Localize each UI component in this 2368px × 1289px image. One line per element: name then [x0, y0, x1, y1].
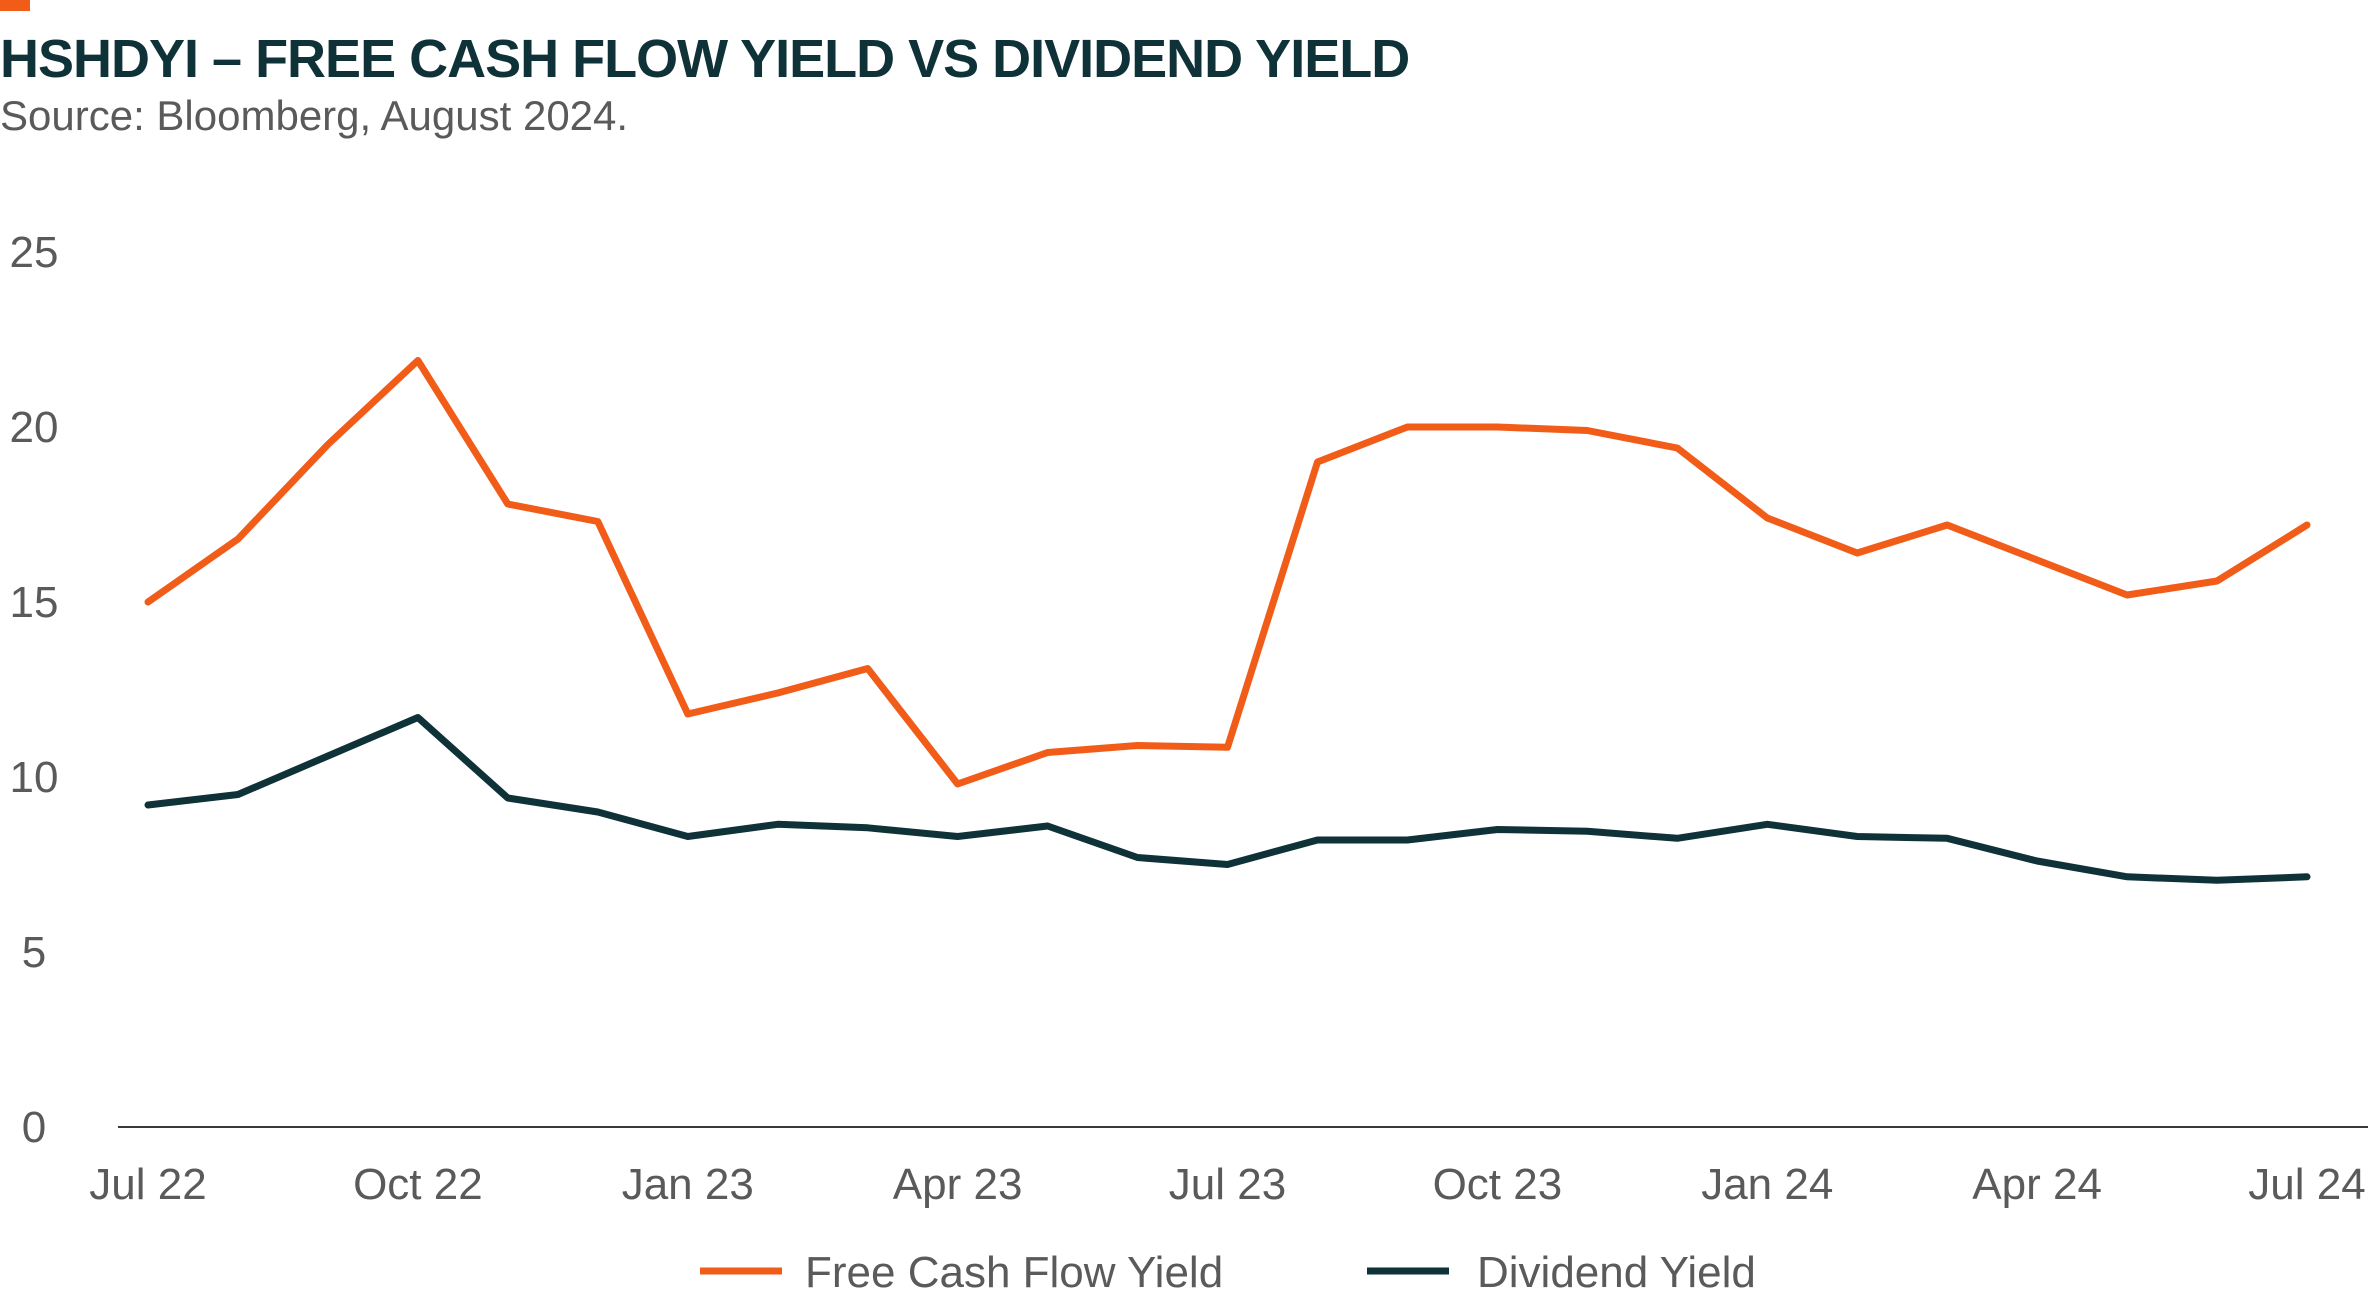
x-tick-label: Oct 22: [353, 1160, 483, 1209]
y-tick-label: 25: [10, 228, 59, 277]
dividend-yield-line: [144, 714, 2311, 884]
x-tick-label: Jul 23: [1169, 1160, 1286, 1209]
legend-item-fcf-yield: Free Cash Flow Yield: [700, 1248, 1223, 1289]
chart-title: HSHDYI – FREE CASH FLOW YIELD VS DIVIDEN…: [0, 29, 1410, 89]
chart-source: Source: Bloomberg, August 2024.: [0, 92, 629, 139]
fcf-yield-line: [144, 357, 2311, 788]
y-tick-label: 10: [10, 753, 59, 802]
x-tick-label: Jul 24: [2248, 1160, 2365, 1209]
series-lines: [144, 357, 2311, 884]
legend-label: Free Cash Flow Yield: [805, 1248, 1223, 1289]
y-tick-label: 20: [10, 403, 59, 452]
x-tick-label: Jul 22: [89, 1160, 206, 1209]
legend-item-dividend-yield: Dividend Yield: [1367, 1248, 1756, 1289]
x-tick-label: Jan 23: [622, 1160, 754, 1209]
x-tick-label: Jan 24: [1701, 1160, 1833, 1209]
x-axis: Jul 22 Oct 22 Jan 23 Apr 23 Jul 23 Oct 23 Jan …: [89, 1160, 2365, 1209]
x-tick-label: Apr 24: [1972, 1160, 2102, 1209]
legend-label: Dividend Yield: [1477, 1248, 1756, 1289]
legend: Free Cash Flow Yield Dividend Yield: [700, 1248, 1756, 1289]
accent-bar: [0, 0, 30, 11]
y-tick-label: 5: [22, 928, 46, 977]
y-axis: 0 5 10 15 20 25: [10, 228, 59, 1152]
x-tick-label: Apr 23: [893, 1160, 1023, 1209]
y-tick-label: 15: [10, 578, 59, 627]
y-tick-label: 0: [22, 1103, 46, 1152]
x-tick-label: Oct 23: [1433, 1160, 1563, 1209]
